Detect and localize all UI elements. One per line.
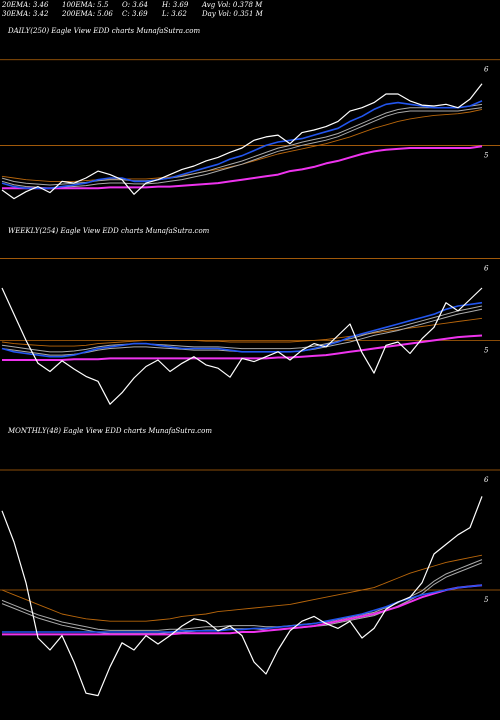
stat-avg-vol: Avg Vol: 0.378 M (202, 1, 263, 9)
y-tick-label: 6 (484, 476, 489, 484)
series-ema_200-line (2, 584, 483, 636)
daily-chart: DAILY(250) Eagle View EDD charts MunafaS… (0, 27, 500, 200)
y-tick-label: 6 (484, 265, 489, 273)
series-price-line (1, 496, 483, 697)
stat-day-vol: Day Vol: 0.351 M (202, 10, 263, 18)
series-ema_fast-line (1, 301, 483, 358)
stat-low: L: 3.62 (162, 10, 187, 18)
weekly-chart-panel: WEEKLY(254) Eagle View EDD charts Munafa… (0, 224, 500, 424)
series-ema_fast-line (2, 584, 483, 633)
y-tick-label: 5 (484, 596, 489, 604)
series-price-line (1, 83, 483, 200)
stat-100ema: 100EMA: 5.5 (62, 1, 109, 9)
monthly-chart-panel: MONTHLY(48) Eagle View EDD charts Munafa… (0, 424, 500, 720)
y-tick-label: 5 (484, 346, 489, 354)
stat-open: O: 3.64 (122, 1, 148, 9)
daily-chart-panel: DAILY(250) Eagle View EDD charts MunafaS… (0, 24, 500, 224)
series-ema_long-line (1, 317, 483, 347)
stat-close: C: 3.69 (122, 10, 148, 18)
panel-title: WEEKLY(254) Eagle View EDD charts Munafa… (8, 227, 210, 235)
panel-title: MONTHLY(48) Eagle View EDD charts Munafa… (7, 427, 212, 435)
series-ema_mid-line-1 (1, 305, 483, 353)
panel-title: DAILY(250) Eagle View EDD charts MunafaS… (7, 27, 200, 35)
stat-high: H: 3.69 (162, 1, 189, 9)
series-ema_200-line (2, 145, 483, 190)
stat-20ema: 20EMA: 3.46 (2, 1, 49, 9)
monthly-chart: MONTHLY(48) Eagle View EDD charts Munafa… (0, 427, 500, 697)
stat-200ema: 200EMA: 5.06 (62, 10, 113, 18)
series-ema_200-line (2, 334, 483, 361)
series-price-line (1, 287, 483, 405)
series-ema_mid-line-1 (1, 103, 483, 186)
weekly-chart: WEEKLY(254) Eagle View EDD charts Munafa… (0, 227, 500, 405)
stat-30ema: 30EMA: 3.42 (2, 10, 49, 18)
y-tick-label: 6 (484, 66, 489, 74)
series-ema_mid-line-2 (1, 107, 483, 189)
y-tick-label: 5 (484, 151, 489, 159)
series-ema_fast-line (1, 100, 483, 190)
series-ema_mid-line-1 (1, 559, 483, 631)
stats-header: 20EMA: 3.46 100EMA: 5.5 O: 3.64 H: 3.69 … (0, 0, 500, 24)
series-ema_long-line (1, 554, 483, 622)
